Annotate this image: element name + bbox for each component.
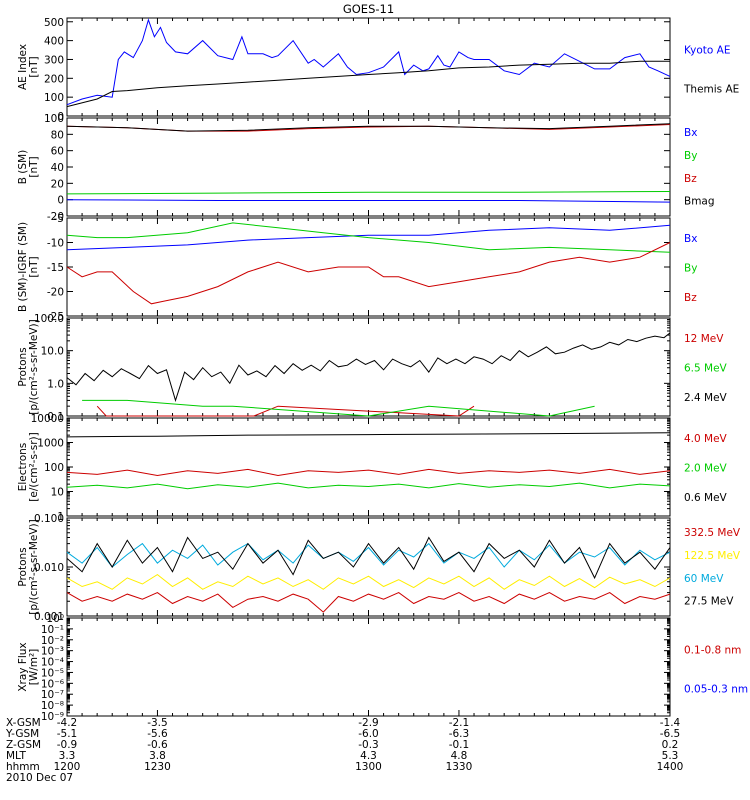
- legend-label: 0.6 MeV: [684, 492, 728, 504]
- y-tick-label: 10⁻¹: [41, 624, 64, 636]
- legend-label: Themis AE: [683, 84, 739, 96]
- y-tick-label: 0.1: [47, 411, 64, 423]
- y-axis-label: Electrons: [17, 443, 29, 492]
- series-line-bz: [66, 242, 671, 305]
- y-tick-label: 10⁻⁷: [41, 689, 64, 701]
- y-axis-label: [W/m²]: [28, 649, 40, 686]
- y-tick-label: 10⁻⁴: [41, 657, 64, 669]
- y-tick-label: 10000: [31, 413, 64, 425]
- series-line-2-0-mev: [66, 482, 671, 490]
- y-tick-label: 20: [51, 178, 64, 190]
- y-tick-label: -5: [54, 213, 64, 225]
- legend-label: 6.5 MeV: [684, 362, 728, 374]
- y-tick-label: 10⁻⁸: [41, 700, 64, 712]
- legend-label: Bx: [684, 233, 697, 245]
- panel-frame-electrons: [66, 417, 671, 517]
- series-line-0-6-mev: [66, 432, 671, 438]
- y-tick-label: 100: [44, 113, 64, 125]
- series-line-12-mev: [96, 405, 475, 417]
- y-tick-label: 0.100: [34, 513, 64, 525]
- series-line-by: [66, 191, 671, 195]
- y-tick-label: -20: [47, 287, 64, 299]
- y-axis-label: AE Index: [17, 44, 29, 90]
- series-line-2-4-mev: [66, 332, 671, 403]
- y-tick-label: 100: [44, 92, 64, 104]
- series-line-bx: [66, 199, 671, 203]
- y-tick-label: 10⁻³: [41, 646, 64, 658]
- legend-label: 60 MeV: [684, 573, 724, 585]
- series-line-bx: [66, 224, 671, 251]
- chart-title: GOES-11: [343, 2, 394, 16]
- y-tick-label: 10⁻⁵: [41, 667, 64, 679]
- legend-label: 2.0 MeV: [684, 462, 728, 474]
- y-tick-label: 400: [44, 36, 64, 48]
- y-axis-label: [p/(cm²-s-sr-MeV)]: [28, 519, 40, 614]
- legend-label: Kyoto AE: [684, 44, 730, 56]
- legend-label: 2.4 MeV: [684, 392, 728, 404]
- y-axis-label: B (SM): [17, 150, 29, 184]
- series-line-6-5-mev: [82, 399, 595, 417]
- series-line-122-5-mev: [66, 573, 671, 590]
- y-tick-label: 1.0: [47, 378, 64, 390]
- legend-label: Bz: [684, 173, 697, 185]
- y-axis-label: Protons: [17, 547, 29, 586]
- legend-label: Bz: [684, 292, 697, 304]
- y-axis-label: [e/(cm²-s-sr)]: [28, 432, 40, 501]
- panel-frame-protons2: [66, 517, 671, 617]
- y-tick-label: 10: [51, 487, 64, 499]
- y-tick-label: 40: [51, 162, 64, 174]
- y-tick-label: 500: [44, 17, 64, 29]
- y-tick-label: -20: [47, 211, 64, 223]
- y-tick-label: 300: [44, 54, 64, 66]
- y-tick-label: 0.001: [34, 611, 64, 623]
- legend-label: 0.1-0.8 nm: [684, 644, 741, 656]
- y-tick-label: 100: [44, 462, 64, 474]
- y-tick-label: 100.0: [34, 313, 64, 325]
- series-line-bmag: [66, 123, 671, 132]
- series-line-by: [66, 222, 671, 253]
- series-line-332-5-mev: [66, 592, 671, 613]
- y-tick-label: 0: [57, 195, 64, 207]
- series-line-kyoto-ae: [66, 18, 671, 106]
- y-tick-label: 80: [51, 129, 64, 141]
- series-line-27-5-mev: [66, 536, 671, 580]
- legend-label: By: [684, 262, 697, 274]
- y-axis-label: Protons: [17, 347, 29, 386]
- y-axis-label: [nT]: [28, 56, 40, 77]
- series-line-themis-ae: [66, 60, 670, 108]
- y-tick-label: 0.010: [34, 562, 64, 574]
- series-line-4-0-mev: [66, 468, 671, 477]
- y-tick-label: 1000: [37, 438, 64, 450]
- y-tick-label: 10⁻⁹: [41, 711, 64, 723]
- legend-label: 0.05-0.3 nm: [684, 684, 748, 696]
- y-axis-label: B (SM)-IGRF (SM): [17, 222, 29, 312]
- y-tick-label: -15: [47, 262, 64, 274]
- y-tick-label: -10: [47, 238, 64, 250]
- y-axis-label: Xray Flux: [17, 642, 29, 691]
- y-tick-label: -25: [47, 311, 64, 323]
- y-tick-label: 10⁻⁶: [41, 678, 64, 690]
- series-line-60-mev: [66, 542, 671, 568]
- legend-label: 122.5 MeV: [684, 550, 741, 562]
- y-tick-label: 10.0: [41, 346, 64, 358]
- y-axis-label: [p/(cm²-s-sr-MeV)]: [28, 319, 40, 414]
- legend-label: 27.5 MeV: [684, 596, 734, 608]
- legend-label: 12 MeV: [684, 333, 724, 345]
- panel-frame-protons1: [66, 317, 671, 417]
- panel-frame-xray: [66, 617, 671, 717]
- legend-label: By: [684, 150, 697, 162]
- y-tick-label: 1: [57, 511, 64, 523]
- legend-label: 332.5 MeV: [684, 527, 741, 539]
- y-tick-label: 0: [57, 111, 64, 123]
- legend-label: Bx: [684, 127, 697, 139]
- y-axis-label: [nT]: [28, 256, 40, 277]
- y-tick-label: 10⁰: [46, 613, 64, 625]
- y-tick-label: 60: [51, 146, 64, 158]
- y-axis-label: [nT]: [28, 156, 40, 177]
- y-tick-label: 10⁻²: [41, 635, 64, 647]
- legend-label: 4.0 MeV: [684, 433, 728, 445]
- legend-label: Bmag: [684, 196, 715, 208]
- y-tick-label: 200: [44, 73, 64, 85]
